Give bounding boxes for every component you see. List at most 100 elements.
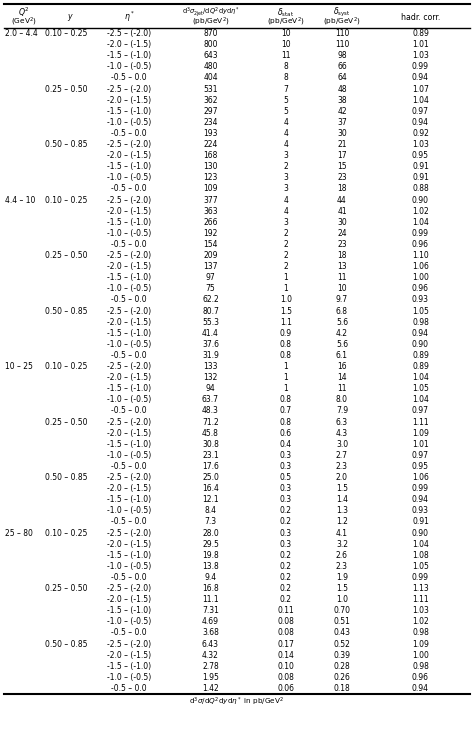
Text: -0.5 – 0.0: -0.5 – 0.0: [111, 185, 147, 194]
Text: 0.17: 0.17: [278, 639, 294, 649]
Text: 643: 643: [203, 51, 218, 60]
Text: 4: 4: [283, 140, 289, 149]
Text: 4: 4: [283, 206, 289, 215]
Text: -2.5 – (-2.0): -2.5 – (-2.0): [107, 639, 151, 649]
Text: -0.5 – 0.0: -0.5 – 0.0: [111, 573, 147, 582]
Text: 0.3: 0.3: [280, 462, 292, 471]
Text: 1: 1: [283, 273, 288, 282]
Text: -1.5 – (-1.0): -1.5 – (-1.0): [107, 162, 151, 171]
Text: -0.5 – 0.0: -0.5 – 0.0: [111, 407, 147, 416]
Text: -2.5 – (-2.0): -2.5 – (-2.0): [107, 528, 151, 538]
Text: 1.07: 1.07: [412, 84, 429, 94]
Text: 1.0: 1.0: [280, 296, 292, 305]
Text: 1.11: 1.11: [412, 417, 429, 427]
Text: -1.0 – (-0.5): -1.0 – (-0.5): [107, 340, 151, 349]
Text: 16: 16: [337, 362, 347, 371]
Text: 1.04: 1.04: [412, 373, 429, 382]
Text: -2.0 – (-1.5): -2.0 – (-1.5): [107, 95, 151, 104]
Text: -2.5 – (-2.0): -2.5 – (-2.0): [107, 140, 151, 149]
Text: 1.05: 1.05: [412, 306, 429, 316]
Text: 10: 10: [337, 285, 347, 294]
Text: 1.01: 1.01: [412, 440, 429, 448]
Text: 1.10: 1.10: [412, 251, 429, 260]
Text: 94: 94: [206, 384, 215, 393]
Text: 1: 1: [283, 373, 288, 382]
Text: 363: 363: [203, 206, 218, 215]
Text: 0.94: 0.94: [412, 684, 429, 693]
Text: 0.08: 0.08: [278, 673, 294, 682]
Text: 1.04: 1.04: [412, 396, 429, 405]
Text: 1.05: 1.05: [412, 562, 429, 571]
Text: 0.98: 0.98: [412, 662, 429, 671]
Text: 0.91: 0.91: [412, 174, 429, 183]
Text: $Q^2$: $Q^2$: [18, 6, 30, 19]
Text: -0.5 – 0.0: -0.5 – 0.0: [111, 296, 147, 305]
Text: 19.8: 19.8: [202, 551, 219, 559]
Text: 1: 1: [283, 384, 288, 393]
Text: 4.2: 4.2: [336, 329, 348, 337]
Text: 0.2: 0.2: [280, 551, 292, 559]
Text: 0.25 – 0.50: 0.25 – 0.50: [45, 417, 88, 427]
Text: 0.93: 0.93: [412, 507, 429, 516]
Text: $\eta^*$: $\eta^*$: [124, 10, 135, 25]
Text: 29.5: 29.5: [202, 539, 219, 548]
Text: 30: 30: [337, 218, 347, 226]
Text: 1.02: 1.02: [412, 206, 429, 215]
Text: 21: 21: [337, 140, 347, 149]
Text: 0.94: 0.94: [412, 495, 429, 504]
Text: 0.7: 0.7: [280, 407, 292, 416]
Text: -2.5 – (-2.0): -2.5 – (-2.0): [107, 251, 151, 260]
Text: 0.97: 0.97: [412, 407, 429, 416]
Text: 1.5: 1.5: [336, 484, 348, 493]
Text: $\delta_{\rm syst}$: $\delta_{\rm syst}$: [333, 6, 351, 19]
Text: 2: 2: [283, 229, 288, 238]
Text: 0.99: 0.99: [412, 63, 429, 72]
Text: 0.97: 0.97: [412, 451, 429, 460]
Text: 0.50 – 0.85: 0.50 – 0.85: [45, 639, 88, 649]
Text: 0.25 – 0.50: 0.25 – 0.50: [45, 84, 88, 94]
Text: -1.5 – (-1.0): -1.5 – (-1.0): [107, 662, 151, 671]
Text: 0.90: 0.90: [412, 528, 429, 538]
Text: 3.0: 3.0: [336, 440, 348, 448]
Text: 18: 18: [337, 251, 347, 260]
Text: 132: 132: [203, 373, 218, 382]
Text: 404: 404: [203, 74, 218, 83]
Text: 1.09: 1.09: [412, 428, 429, 437]
Text: 6.3: 6.3: [336, 417, 348, 427]
Text: 0.9: 0.9: [280, 329, 292, 337]
Text: 480: 480: [203, 63, 218, 72]
Text: 1.05: 1.05: [412, 384, 429, 393]
Text: 24: 24: [337, 229, 347, 238]
Text: -1.0 – (-0.5): -1.0 – (-0.5): [107, 451, 151, 460]
Text: -1.5 – (-1.0): -1.5 – (-1.0): [107, 606, 151, 615]
Text: -2.5 – (-2.0): -2.5 – (-2.0): [107, 362, 151, 371]
Text: -1.5 – (-1.0): -1.5 – (-1.0): [107, 329, 151, 337]
Text: -0.5 – 0.0: -0.5 – 0.0: [111, 684, 147, 693]
Text: 0.52: 0.52: [334, 639, 350, 649]
Text: 0.50 – 0.85: 0.50 – 0.85: [45, 473, 88, 482]
Text: 137: 137: [203, 262, 218, 271]
Text: 9.4: 9.4: [204, 573, 217, 582]
Text: 154: 154: [203, 240, 218, 249]
Text: 0.2: 0.2: [280, 573, 292, 582]
Text: 8: 8: [283, 74, 288, 83]
Text: 8.0: 8.0: [336, 396, 348, 405]
Text: 0.2: 0.2: [280, 562, 292, 571]
Text: -1.5 – (-1.0): -1.5 – (-1.0): [107, 218, 151, 226]
Text: 0.99: 0.99: [412, 573, 429, 582]
Text: 2.78: 2.78: [202, 662, 219, 671]
Text: 0.2: 0.2: [280, 518, 292, 527]
Text: -1.0 – (-0.5): -1.0 – (-0.5): [107, 229, 151, 238]
Text: 16.8: 16.8: [202, 584, 219, 593]
Text: 3.68: 3.68: [202, 629, 219, 638]
Text: 42: 42: [337, 107, 347, 115]
Text: 31.9: 31.9: [202, 351, 219, 360]
Text: -2.0 – (-1.5): -2.0 – (-1.5): [107, 650, 151, 659]
Text: 30: 30: [337, 129, 347, 138]
Text: 0.08: 0.08: [278, 618, 294, 627]
Text: 1.02: 1.02: [412, 618, 429, 627]
Text: 13.8: 13.8: [202, 562, 219, 571]
Text: 37.6: 37.6: [202, 340, 219, 349]
Text: 11.1: 11.1: [202, 595, 219, 604]
Text: -2.0 – (-1.5): -2.0 – (-1.5): [107, 595, 151, 604]
